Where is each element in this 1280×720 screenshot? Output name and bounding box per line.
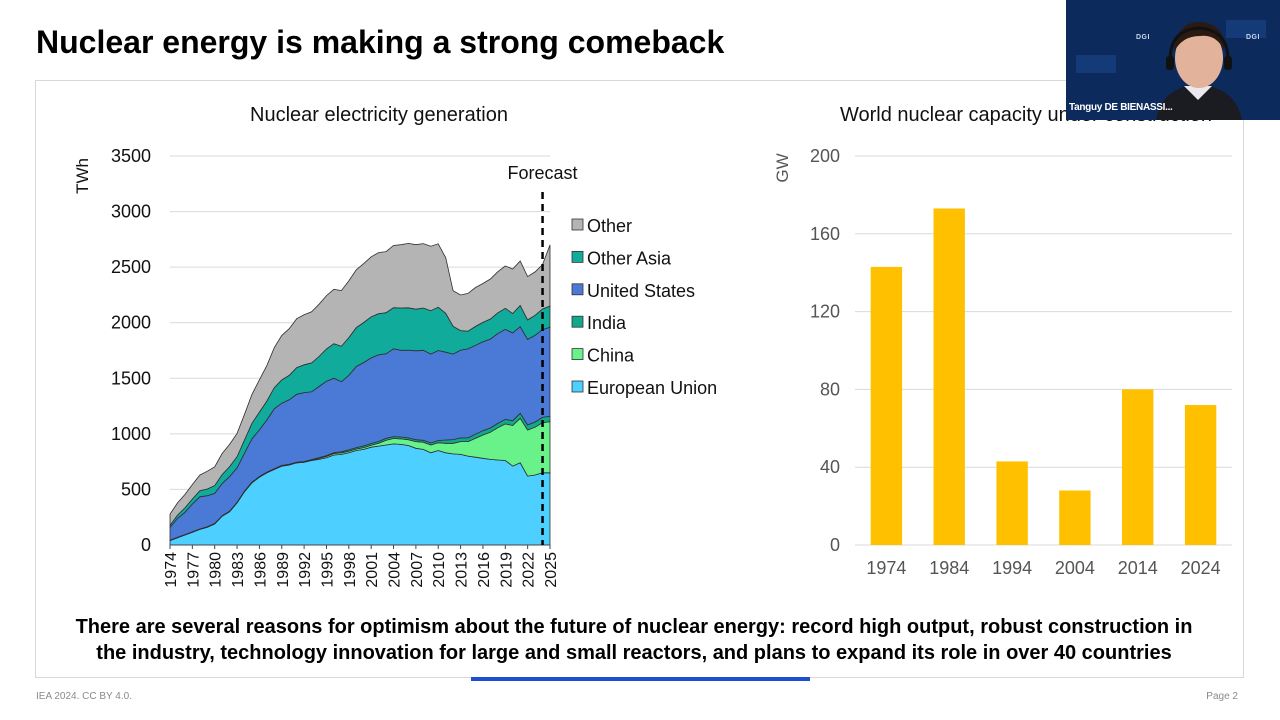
area-xtick-label: 2013 [454,552,471,588]
area-xtick-label: 1989 [275,552,292,588]
area-ytick-label: 2500 [111,257,151,277]
bar-1984 [933,208,965,545]
takeaway-text: There are several reasons for optimism a… [36,614,1232,666]
area-ytick-label: 1500 [111,368,151,388]
bar-2004 [1059,490,1091,545]
legend-label: European Union [587,378,717,398]
bar-ytick-label: 0 [830,535,840,555]
area-xtick-label: 2004 [387,552,404,588]
legend-swatch [571,283,584,296]
bar-ytick-label: 40 [820,457,840,477]
capacity-construction-chart: World nuclear capacity under constructio… [773,104,1232,578]
area-chart-yticks: 0 500 1000 1500 2000 2500 3000 3500 [111,146,151,555]
bar-chart-grid [855,155,1232,546]
area-xtick-label: 2019 [498,552,515,588]
bar-2024 [1184,405,1217,545]
legend-swatch [571,315,584,328]
area-chart-ylabel: TWh [73,158,92,194]
area-chart-xticks: 1974 1977 1980 1983 1986 1989 1992 1995 1998 2001… [163,545,560,588]
area-xtick-label: 2010 [431,552,448,588]
area-chart-layers [169,242,551,546]
legend-label: India [587,313,627,333]
area-xtick-label: 1986 [252,552,269,588]
watermark-logo: DGI [1136,34,1150,41]
bar-ytick-label: 160 [810,224,840,244]
bar-1994 [996,461,1028,545]
bar-1974 [870,266,903,545]
page-number: Page 2 [1206,691,1238,702]
presenter-video: DGI DGI Tanguy DE BIENASSI... [1066,0,1280,120]
legend-label: Other [587,216,632,236]
area-xtick-label: 1998 [342,552,359,588]
bar-xtick-label: 2014 [1118,558,1158,578]
area-xtick-label: 1980 [208,552,225,588]
bar-xtick-label: 1994 [992,558,1032,578]
area-chart-title: Nuclear electricity generation [250,104,508,126]
takeaway-line-1: There are several reasons for optimism a… [75,616,1193,638]
area-xtick-label: 1983 [230,552,247,588]
presenter-name: Tanguy DE BIENASSI... [1069,102,1173,113]
legend-label: Other Asia [587,248,672,268]
area-xtick-label: 2025 [543,552,560,588]
bar-ytick-label: 120 [810,302,840,322]
footer-credit: IEA 2024. CC BY 4.0. [36,691,132,702]
bar-xtick-label: 2024 [1181,558,1221,578]
area-xtick-label: 1974 [163,552,180,588]
slide-progress-bar [471,677,810,681]
legend-label: China [587,346,635,366]
area-xtick-label: 1995 [320,552,337,588]
area-xtick-label: 2001 [364,552,381,588]
legend-label: United States [587,281,695,301]
area-layer-other [169,242,551,526]
area-ytick-label: 2000 [111,313,151,333]
nuclear-generation-chart: Nuclear electricity generation TWh 0 500 1… [73,104,717,588]
area-chart-legend: Other Other Asia United States India China Eu… [571,216,717,398]
area-ytick-label: 500 [121,479,151,499]
takeaway-line-2: the industry, technology innovation for … [96,642,1172,664]
area-xtick-label: 2016 [476,552,493,588]
bar-ytick-label: 200 [810,146,840,166]
legend-swatch [571,348,584,361]
slide-title: Nuclear energy is making a strong comeba… [36,24,725,60]
presenter-silhouette [1066,0,1280,120]
bar-ytick-label: 80 [820,379,840,399]
bar-chart-xticks: 1974 1984 1994 2004 2014 2024 [866,558,1220,578]
area-ytick-label: 3500 [111,146,151,166]
area-ytick-label: 0 [141,535,151,555]
legend-swatch [571,380,584,393]
bar-chart-ylabel: GW [773,153,792,182]
area-ytick-label: 1000 [111,424,151,444]
area-xtick-label: 1977 [185,552,202,588]
bar-2014 [1122,389,1154,545]
bar-xtick-label: 2004 [1055,558,1095,578]
bar-chart-bars [870,208,1217,545]
bar-chart-yticks: 0 40 80 120 160 200 [810,146,840,555]
bar-xtick-label: 1974 [866,558,906,578]
area-ytick-label: 3000 [111,202,151,222]
forecast-annotation: Forecast [508,163,578,183]
watermark-logo: DGI [1246,34,1260,41]
area-xtick-label: 1992 [297,552,314,588]
legend-swatch [571,218,584,231]
legend-swatch [571,250,584,263]
area-xtick-label: 2022 [521,552,538,588]
bar-xtick-label: 1984 [929,558,969,578]
area-xtick-label: 2007 [409,552,426,588]
